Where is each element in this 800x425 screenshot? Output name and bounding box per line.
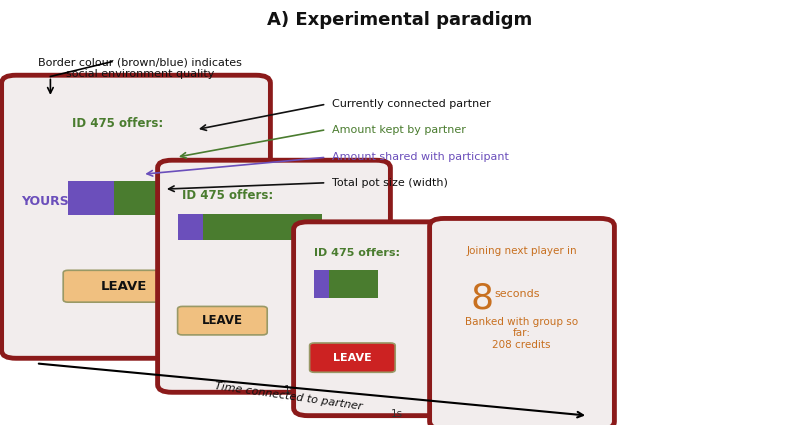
FancyBboxPatch shape: [294, 222, 478, 416]
FancyBboxPatch shape: [310, 343, 395, 372]
Text: A) Experimental paradigm: A) Experimental paradigm: [267, 11, 533, 28]
Text: Time connected to partner: Time connected to partner: [214, 381, 362, 411]
FancyBboxPatch shape: [178, 214, 203, 240]
Text: Total pot size (width): Total pot size (width): [332, 178, 448, 188]
Text: Currently connected partner: Currently connected partner: [332, 99, 490, 109]
FancyBboxPatch shape: [63, 270, 185, 302]
FancyBboxPatch shape: [68, 181, 114, 215]
Text: ID 475 offers:: ID 475 offers:: [72, 116, 163, 130]
Text: seconds: seconds: [494, 289, 540, 299]
Text: 1s: 1s: [390, 409, 402, 419]
Text: 1s: 1s: [284, 385, 296, 395]
Text: 8: 8: [470, 281, 494, 315]
FancyBboxPatch shape: [430, 218, 614, 425]
Text: 2-3.5s: 2-3.5s: [188, 357, 221, 367]
FancyBboxPatch shape: [2, 75, 270, 358]
FancyBboxPatch shape: [203, 214, 322, 240]
FancyBboxPatch shape: [314, 270, 329, 298]
Text: LEAVE: LEAVE: [101, 280, 147, 293]
FancyBboxPatch shape: [329, 270, 378, 298]
Text: LEAVE: LEAVE: [333, 353, 372, 363]
Text: THEIRS: THEIRS: [204, 196, 254, 208]
Text: ID 475 offers:: ID 475 offers:: [314, 248, 401, 258]
FancyBboxPatch shape: [114, 181, 198, 215]
Text: Joining next player in: Joining next player in: [466, 246, 577, 257]
FancyBboxPatch shape: [158, 160, 390, 392]
Text: Amount kept by partner: Amount kept by partner: [332, 125, 466, 135]
Text: Border colour (brown/blue) indicates
social environment quality: Border colour (brown/blue) indicates soc…: [38, 57, 242, 79]
FancyBboxPatch shape: [178, 306, 267, 335]
Text: Banked with group so
far:
208 credits: Banked with group so far: 208 credits: [465, 317, 578, 350]
Text: ID 475 offers:: ID 475 offers:: [182, 189, 274, 202]
Text: YOURS: YOURS: [21, 196, 69, 208]
Text: 1s: 1s: [172, 346, 184, 356]
Text: Amount shared with participant: Amount shared with participant: [332, 152, 509, 162]
Text: LEAVE: LEAVE: [202, 314, 243, 327]
